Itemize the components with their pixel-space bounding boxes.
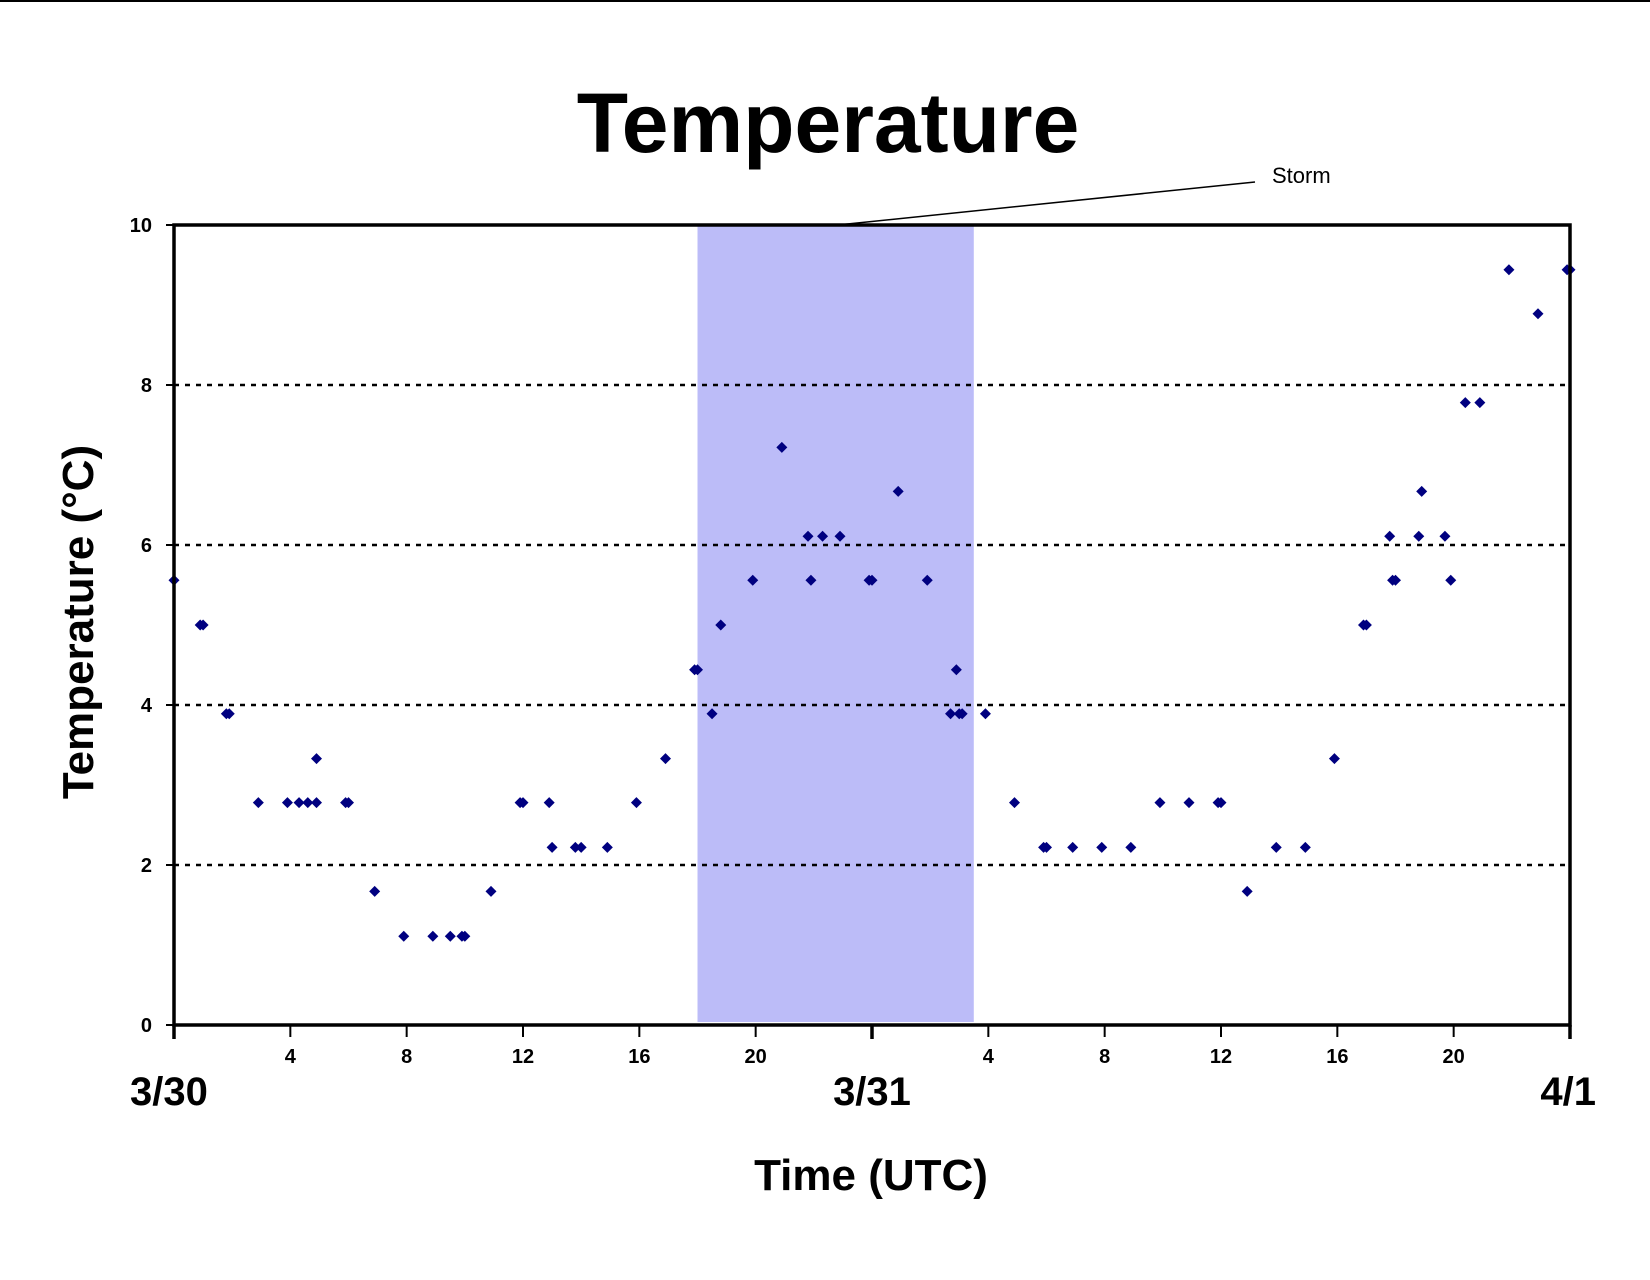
data-point [692, 664, 703, 676]
data-point [1413, 530, 1425, 542]
data-point [715, 619, 727, 631]
chart-title: Temperature [577, 76, 1080, 170]
data-point [302, 797, 314, 809]
storm-leader-line [837, 181, 1256, 226]
data-point [1416, 485, 1428, 497]
data-point [776, 441, 788, 453]
data-point [1360, 619, 1372, 631]
data-point [1459, 397, 1471, 409]
data-point [575, 841, 587, 853]
data-point [543, 797, 555, 809]
data-point [956, 708, 968, 720]
x-tick-label: 16 [628, 1046, 650, 1068]
data-point [1215, 797, 1227, 809]
gridlines [174, 383, 1570, 867]
data-point [197, 619, 209, 631]
y-axis-title: Temperature (°C) [54, 445, 103, 799]
data-point [343, 797, 354, 809]
tick-labels: 0 2 4 6 8 10 4 8 12 16 20 4 8 12 16 20 3/30 3/31 4/1 [130, 215, 1596, 1114]
data-point [1183, 797, 1195, 809]
data-point [979, 708, 991, 720]
data-point [817, 530, 829, 542]
date-label: 3/31 [833, 1070, 911, 1114]
x-tick-label: 20 [745, 1046, 767, 1068]
data-point [660, 753, 672, 765]
data-point [1532, 308, 1544, 320]
data-point [1096, 841, 1108, 853]
data-points [168, 264, 1576, 942]
data-point [802, 530, 814, 542]
data-point [369, 885, 381, 897]
y-tick-label: 8 [141, 375, 152, 397]
x-tick-label: 8 [401, 1046, 412, 1068]
storm-band [697, 225, 974, 1022]
data-point [921, 574, 933, 586]
data-point [1125, 841, 1137, 853]
data-point [252, 797, 264, 809]
data-point [311, 797, 323, 809]
y-tick-label: 6 [141, 535, 152, 557]
x-tick-label: 4 [983, 1046, 995, 1068]
data-point [459, 930, 471, 942]
y-tick-label: 2 [141, 855, 152, 877]
data-point [1241, 885, 1253, 897]
data-point [1474, 397, 1486, 409]
x-tick-label: 12 [1210, 1046, 1232, 1068]
y-tick-label: 4 [141, 695, 153, 717]
data-point [546, 841, 558, 853]
data-point [1445, 574, 1457, 586]
y-tick-label: 10 [130, 215, 152, 237]
data-point [569, 841, 581, 853]
axes [166, 223, 1572, 1039]
data-point [1503, 264, 1515, 276]
data-point [1439, 530, 1451, 542]
storm-band-layer: Storm [697, 163, 1331, 1022]
data-point [517, 797, 529, 809]
data-point [834, 530, 846, 542]
data-point [950, 664, 962, 676]
data-point [1390, 574, 1401, 586]
y-tick-label: 0 [141, 1015, 152, 1037]
data-point [630, 797, 642, 809]
date-label: 4/1 [1540, 1070, 1596, 1114]
x-tick-label: 8 [1099, 1046, 1110, 1068]
data-point [427, 930, 439, 942]
data-point [866, 574, 878, 586]
x-tick-label: 20 [1443, 1046, 1465, 1068]
data-point [281, 797, 293, 809]
data-point [1009, 797, 1021, 809]
data-point [805, 574, 817, 586]
data-point [293, 797, 305, 809]
x-tick-label: 4 [285, 1046, 297, 1068]
data-point [945, 708, 957, 720]
date-label: 3/30 [130, 1070, 208, 1114]
data-point [444, 930, 456, 942]
data-point [1299, 841, 1311, 853]
x-tick-label: 16 [1326, 1046, 1348, 1068]
data-point [311, 753, 323, 765]
data-point [485, 885, 497, 897]
data-point [1154, 797, 1166, 809]
data-point [1270, 841, 1282, 853]
data-point [398, 930, 410, 942]
data-point [747, 574, 759, 586]
data-point [1328, 753, 1340, 765]
data-point [601, 841, 613, 853]
data-point [1384, 530, 1396, 542]
x-tick-label: 12 [512, 1046, 534, 1068]
x-axis-title: Time (UTC) [754, 1151, 988, 1200]
data-point [223, 708, 235, 720]
data-point [1067, 841, 1079, 853]
data-point [706, 708, 718, 720]
storm-label: Storm [1272, 163, 1331, 188]
data-point [1041, 841, 1052, 853]
data-point [892, 485, 904, 497]
